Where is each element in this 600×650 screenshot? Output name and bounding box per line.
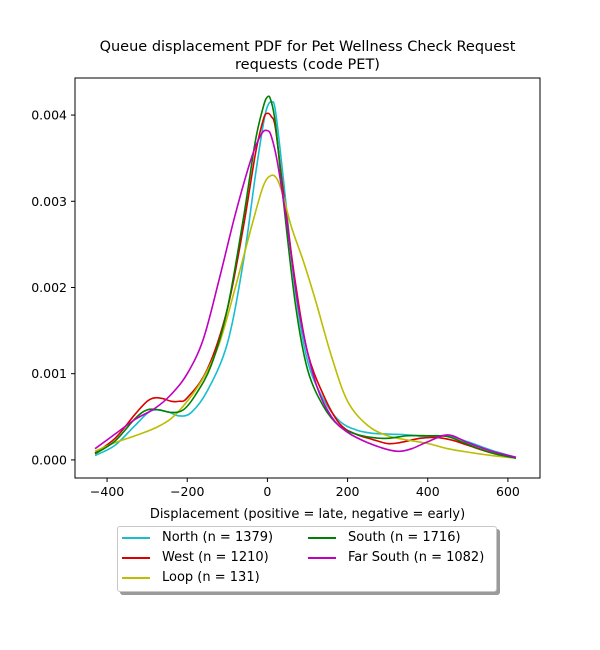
y-tick-label: 0.000 <box>31 452 67 467</box>
series-line-2 <box>94 174 517 459</box>
series-line-3 <box>94 95 517 459</box>
legend-swatch <box>122 537 150 539</box>
series-layer <box>94 95 517 459</box>
legend-swatch <box>308 557 336 559</box>
legend-label: West (n = 1210) <box>162 550 269 565</box>
legend-swatch <box>122 557 150 559</box>
legend-swatch <box>122 577 150 579</box>
x-tick-label: 0 <box>263 484 271 499</box>
chart-title-line-2: requests (code PET) <box>235 57 380 73</box>
x-axis-label: Displacement (positive = late, negative … <box>150 507 465 522</box>
y-tick-label: 0.004 <box>31 108 67 123</box>
legend-label: South (n = 1716) <box>348 530 461 545</box>
legend-label: Loop (n = 131) <box>162 570 260 585</box>
x-axis: −400 −200 0 200 400 600 <box>90 478 520 499</box>
x-tick-label: 600 <box>496 484 520 499</box>
series-line-1 <box>94 112 517 459</box>
y-axis: 0.000 0.001 0.002 0.003 0.004 <box>31 108 75 467</box>
legend-label: North (n = 1379) <box>162 530 274 545</box>
legend-label: Far South (n = 1082) <box>348 550 485 565</box>
y-tick-label: 0.002 <box>31 280 67 295</box>
series-line-4 <box>94 129 517 459</box>
x-tick-label: 400 <box>416 484 440 499</box>
x-tick-label: 200 <box>336 484 360 499</box>
chart-title-line-1: Queue displacement PDF for Pet Wellness … <box>99 39 516 55</box>
legend-swatch <box>308 537 336 539</box>
legend: North (n = 1379) West (n = 1210) Loop (n =… <box>117 526 497 592</box>
plot-frame <box>74 77 541 479</box>
x-tick-label: −400 <box>90 484 124 499</box>
series-line-0 <box>94 100 517 459</box>
x-tick-label: −200 <box>170 484 204 499</box>
y-tick-label: 0.003 <box>31 194 67 209</box>
y-tick-label: 0.001 <box>31 366 67 381</box>
